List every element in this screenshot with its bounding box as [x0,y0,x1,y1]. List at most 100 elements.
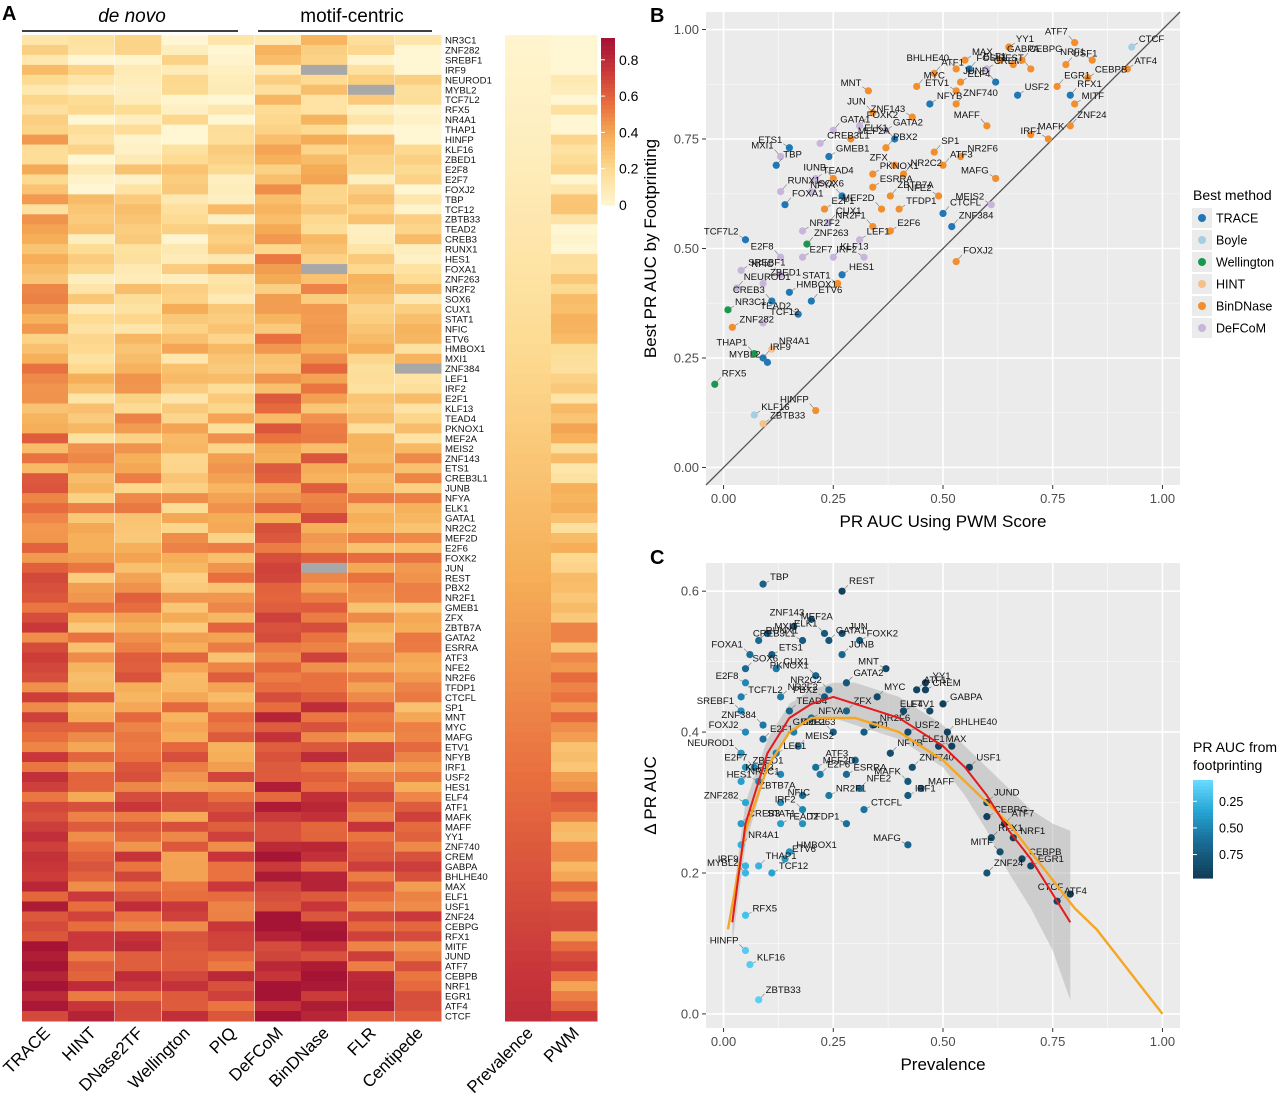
point-label: NR2F2 [810,218,840,229]
heatmap-cell [68,542,115,554]
heatmap-cell [68,353,115,365]
colorbar-segment [601,42,615,47]
scatter-point [1053,82,1061,91]
legend-gradient-label: 0.50 [1219,821,1243,835]
heatmap-cell [22,991,69,1002]
heatmap-cell [22,483,69,494]
heatmap-cell [395,224,442,235]
heatmap-cell [255,244,302,255]
heatmap-cell [395,881,442,893]
scatter-point [956,78,965,86]
scatter-point [825,791,833,800]
point-label: ZBTB33 [770,411,805,422]
colorbar-segment [601,159,615,164]
heatmap-cell [208,264,255,275]
heatmap-cell [505,35,552,46]
point-label: CUX1 [836,206,862,217]
scatter-point [939,700,947,708]
point-label: ETV1 [925,78,949,89]
heatmap-cell [395,562,442,574]
heatmap-cell [551,532,598,544]
heatmap-cell [255,413,302,424]
point-label: ZBTB33 [766,985,801,996]
scatter-point [921,679,930,687]
heatmap-cell [505,283,552,295]
point-label: RFX1 [998,823,1023,834]
heatmap-cell [395,582,442,594]
heatmap-row-label: USF2 [445,772,470,783]
point-label: TCF12 [779,861,808,872]
heatmap-cell [395,274,442,285]
heatmap-cell [395,692,442,703]
heatmap-cell [551,981,598,992]
heatmap-cell [68,811,115,823]
heatmap-cell [348,453,395,464]
heatmap-cell [348,84,395,96]
scatter-point [1009,60,1017,69]
heatmap-cell [255,712,302,723]
heatmap-cell [208,303,255,315]
scatter-point [904,728,912,736]
heatmap-cell [505,582,552,594]
point-label: MAFF [928,776,954,787]
heatmap-cell [255,772,302,783]
heatmap-cell [505,702,552,713]
heatmap-cell [115,283,162,295]
colorbar-tick-label: 0.4 [619,124,639,140]
heatmap-cell [255,483,302,494]
heatmap-row-label: TCF12 [445,205,474,216]
heatmap-cell [348,1011,395,1022]
heatmap-cell [208,443,255,454]
heatmap-cell [162,184,209,195]
point-label: CEBPG [994,805,1028,816]
heatmap-row-label: ELF4 [445,792,469,803]
heatmap-cell [22,373,69,385]
colorbar-segment [601,96,615,102]
heatmap-cell [115,831,162,843]
point-label: GMEB1 [836,144,870,155]
heatmap-row-label: NFYA [445,494,470,505]
heatmap-cell [348,642,395,653]
heatmap-cell [22,463,69,474]
heatmap-cell [505,254,552,265]
heatmap-cell [162,483,209,494]
heatmap-cell [551,35,598,46]
heatmap-cell [162,791,209,803]
heatmap-cell [68,712,115,723]
heatmap-cell [162,264,209,275]
heatmap-cell [68,44,115,56]
heatmap-cell [348,612,395,624]
scatter-point [860,805,868,814]
heatmap-cell [395,901,442,912]
heatmap-cell [505,941,552,952]
heatmap-cell [255,114,302,126]
heatmap-cell [115,572,162,584]
heatmap-cell [208,642,255,653]
heatmap-cell [255,174,302,185]
heatmap-row-label: CTCF [445,1012,471,1023]
heatmap-cell [505,821,552,833]
heatmap-cell [395,54,442,66]
heatmap-cell [68,483,115,494]
heatmap-row-label: GATA1 [445,514,475,525]
point-label: SP1 [941,136,959,147]
point-label: MITF [971,837,994,848]
scatter-point [755,862,763,870]
heatmap-cell [208,174,255,185]
legend-gradient-segment [1193,871,1213,876]
point-label: CREB3 [748,809,780,820]
heatmap-cell [348,861,395,873]
heatmap-cell [505,881,552,893]
heatmap-row-label: TEAD2 [445,225,476,236]
heatmap-cell [115,742,162,753]
point-label: MYC [924,70,945,81]
scatter-point [842,679,851,687]
heatmap-cell [162,194,209,205]
colorbar-tick-label: 0.2 [619,161,639,177]
heatmap-cell [395,791,442,803]
scatter-point [860,253,868,261]
heatmap-cell [551,712,598,723]
heatmap-cell [115,811,162,823]
point-label: CTCF [1038,882,1064,893]
heatmap-cell [551,204,598,215]
